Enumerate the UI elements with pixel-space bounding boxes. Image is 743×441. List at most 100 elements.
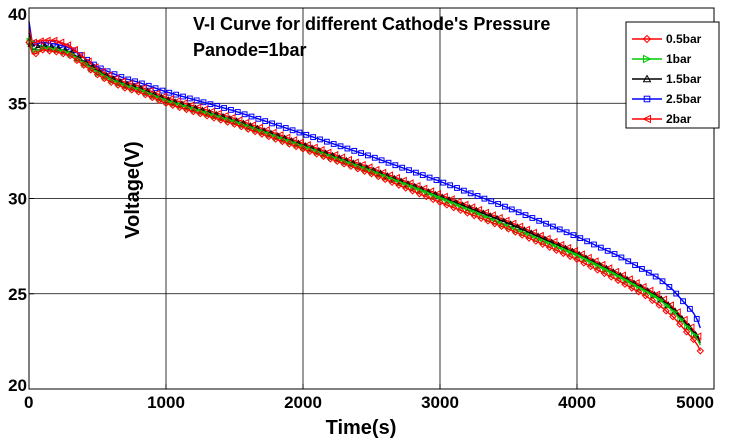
data-point bbox=[677, 315, 685, 324]
data-point bbox=[289, 127, 296, 134]
data-point bbox=[317, 136, 323, 143]
data-point bbox=[525, 234, 533, 242]
data-point bbox=[593, 266, 602, 274]
data-point bbox=[399, 164, 406, 171]
data-point bbox=[148, 93, 157, 102]
data-point bbox=[474, 193, 481, 199]
data-point bbox=[330, 141, 337, 147]
data-point bbox=[573, 255, 581, 264]
data-point bbox=[577, 235, 584, 242]
data-point bbox=[676, 320, 684, 328]
data-point bbox=[649, 292, 658, 301]
data-point bbox=[456, 206, 465, 215]
legend-label: 1.5bar bbox=[666, 72, 702, 86]
data-point bbox=[403, 181, 411, 190]
data-point bbox=[449, 203, 458, 212]
data-point bbox=[645, 269, 652, 276]
data-point bbox=[642, 34, 652, 44]
data-point bbox=[454, 185, 460, 191]
data-point bbox=[481, 195, 488, 202]
data-point bbox=[634, 288, 643, 296]
data-point bbox=[351, 147, 358, 154]
data-point bbox=[652, 273, 659, 280]
data-point bbox=[559, 249, 568, 258]
ticks: 0 1000 2000 3000 4000 5000 20 25 30 35 40 bbox=[8, 5, 715, 412]
data-point bbox=[477, 214, 485, 223]
data-point bbox=[337, 143, 344, 150]
x-axis-title: Time(s) bbox=[326, 417, 397, 439]
data-point bbox=[495, 201, 501, 207]
data-point bbox=[519, 229, 528, 238]
x-tick-label: 4000 bbox=[558, 393, 596, 412]
data-point bbox=[504, 225, 513, 233]
data-point bbox=[484, 217, 492, 225]
data-point bbox=[306, 147, 314, 156]
data-point bbox=[566, 252, 574, 261]
data-point bbox=[214, 103, 221, 109]
data-point bbox=[591, 241, 597, 248]
data-point bbox=[228, 106, 234, 113]
data-point bbox=[251, 127, 259, 136]
data-point bbox=[175, 103, 184, 112]
data-point bbox=[182, 105, 191, 114]
data-point bbox=[443, 201, 451, 209]
data-point bbox=[532, 237, 540, 245]
data-point bbox=[463, 209, 472, 217]
data-point bbox=[689, 335, 698, 344]
legend-label: 0.5bar bbox=[666, 32, 702, 46]
data-point bbox=[527, 229, 536, 237]
data-point bbox=[86, 66, 95, 74]
data-point bbox=[628, 284, 636, 292]
data-point bbox=[680, 298, 686, 305]
data-point bbox=[203, 112, 211, 120]
data-point bbox=[237, 122, 246, 131]
chart-subtitle: Panode=1bar bbox=[193, 40, 307, 60]
legend: 0.5bar 1bar 1.5bar 2.5bar 2bar bbox=[625, 21, 720, 129]
data-point bbox=[323, 138, 330, 145]
data-point bbox=[354, 165, 362, 173]
data-point bbox=[508, 206, 515, 213]
data-point bbox=[433, 177, 440, 183]
data-point bbox=[429, 195, 437, 204]
data-point bbox=[134, 88, 143, 96]
data-point bbox=[80, 61, 88, 69]
data-point bbox=[210, 114, 218, 122]
data-point bbox=[56, 38, 65, 47]
data-point bbox=[360, 167, 369, 175]
data-point bbox=[107, 78, 115, 87]
data-point bbox=[217, 116, 225, 124]
data-point bbox=[440, 179, 447, 186]
data-point bbox=[282, 125, 289, 131]
data-point bbox=[221, 105, 227, 111]
data-point bbox=[422, 192, 431, 201]
data-point bbox=[38, 46, 47, 54]
data-point bbox=[173, 91, 180, 98]
data-point bbox=[662, 307, 670, 315]
data-point bbox=[93, 70, 102, 79]
data-point bbox=[526, 232, 535, 240]
data-point bbox=[488, 198, 495, 205]
data-point bbox=[518, 231, 526, 239]
data-point bbox=[642, 74, 652, 83]
data-point bbox=[193, 97, 200, 104]
data-point bbox=[207, 101, 214, 108]
data-point bbox=[381, 175, 389, 184]
chart-title: V-I Curve for different Cathode's Pressu… bbox=[193, 14, 550, 34]
data-point bbox=[419, 172, 426, 179]
data-point bbox=[367, 170, 376, 178]
data-point bbox=[502, 203, 508, 210]
data-point bbox=[670, 308, 679, 316]
data-point bbox=[189, 107, 198, 116]
legend-label: 2.5bar bbox=[666, 92, 702, 106]
data-point bbox=[471, 209, 480, 218]
data-point bbox=[522, 212, 529, 219]
data-point bbox=[485, 215, 494, 223]
data-point bbox=[406, 167, 412, 174]
data-point bbox=[570, 232, 577, 239]
data-point bbox=[344, 145, 351, 152]
data-point bbox=[59, 50, 67, 58]
data-point bbox=[436, 198, 444, 207]
data-point bbox=[141, 90, 150, 99]
data-point bbox=[388, 178, 396, 187]
